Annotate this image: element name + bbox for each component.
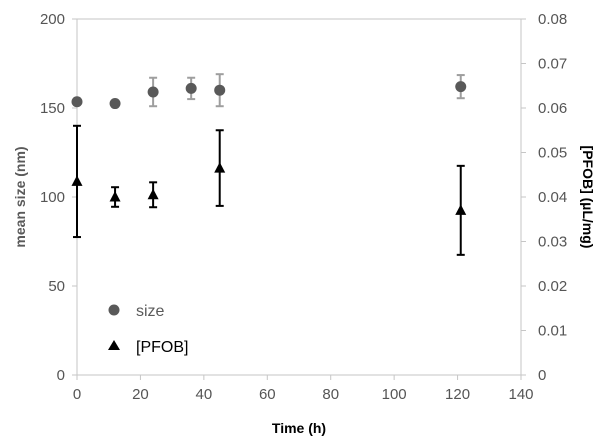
y-right-tick-label: 0 [538,367,546,384]
pfob-point [71,175,83,186]
y-right-tick-label: 0.03 [538,234,567,251]
y-right-axis-title: [PFOB] (µL/mg) [580,146,596,249]
size-point [185,82,197,94]
y-right-tick-label: 0.06 [538,100,567,117]
pfob-point [214,162,226,173]
size-point [147,86,159,98]
legend: size [PFOB] [108,303,188,356]
y-right-tick-label: 0.05 [538,145,567,162]
x-tick-label: 0 [73,386,81,403]
legend-pfob-marker [108,340,120,350]
legend-size-label: size [136,303,165,320]
plot-area [76,18,522,376]
x-tick-label: 140 [508,386,533,403]
y-left-tick-label: 100 [40,189,65,206]
y-right-tick-label: 0.01 [538,323,567,340]
size-point [214,84,226,96]
x-axis-ticks: 0 20 40 60 80 100 120 140 [73,375,534,403]
y-left-tick-label: 0 [57,367,65,384]
x-tick-label: 40 [196,386,213,403]
y-right-tick-label: 0.07 [538,56,567,73]
y-right-tick-label: 0.02 [538,278,567,295]
x-tick-label: 60 [259,386,276,403]
legend-size-marker [108,304,120,316]
pfob-point [109,191,121,202]
data-marks [71,73,467,256]
y-left-axis-title: mean size (nm) [12,146,28,247]
y-right-tick-label: 0.08 [538,11,567,28]
y-right-axis-ticks: 0 0.01 0.02 0.03 0.04 0.05 0.06 0.07 0.08 [521,11,567,384]
y-left-tick-label: 150 [40,100,65,117]
legend-pfob-label: [PFOB] [136,339,188,356]
y-right-tick-label: 0.04 [538,189,567,206]
pfob-point [455,204,467,215]
y-left-tick-label: 50 [48,278,65,295]
x-tick-label: 80 [322,386,339,403]
x-tick-label: 100 [382,386,407,403]
x-axis-title: Time (h) [272,420,326,436]
size-point [455,81,467,93]
x-tick-label: 120 [445,386,470,403]
size-point [71,96,83,108]
y-left-tick-label: 200 [40,11,65,28]
pfob-point [147,188,159,200]
y-left-axis-ticks: 0 50 100 150 200 [40,11,77,384]
x-tick-label: 20 [132,386,149,403]
size-point [109,98,121,110]
